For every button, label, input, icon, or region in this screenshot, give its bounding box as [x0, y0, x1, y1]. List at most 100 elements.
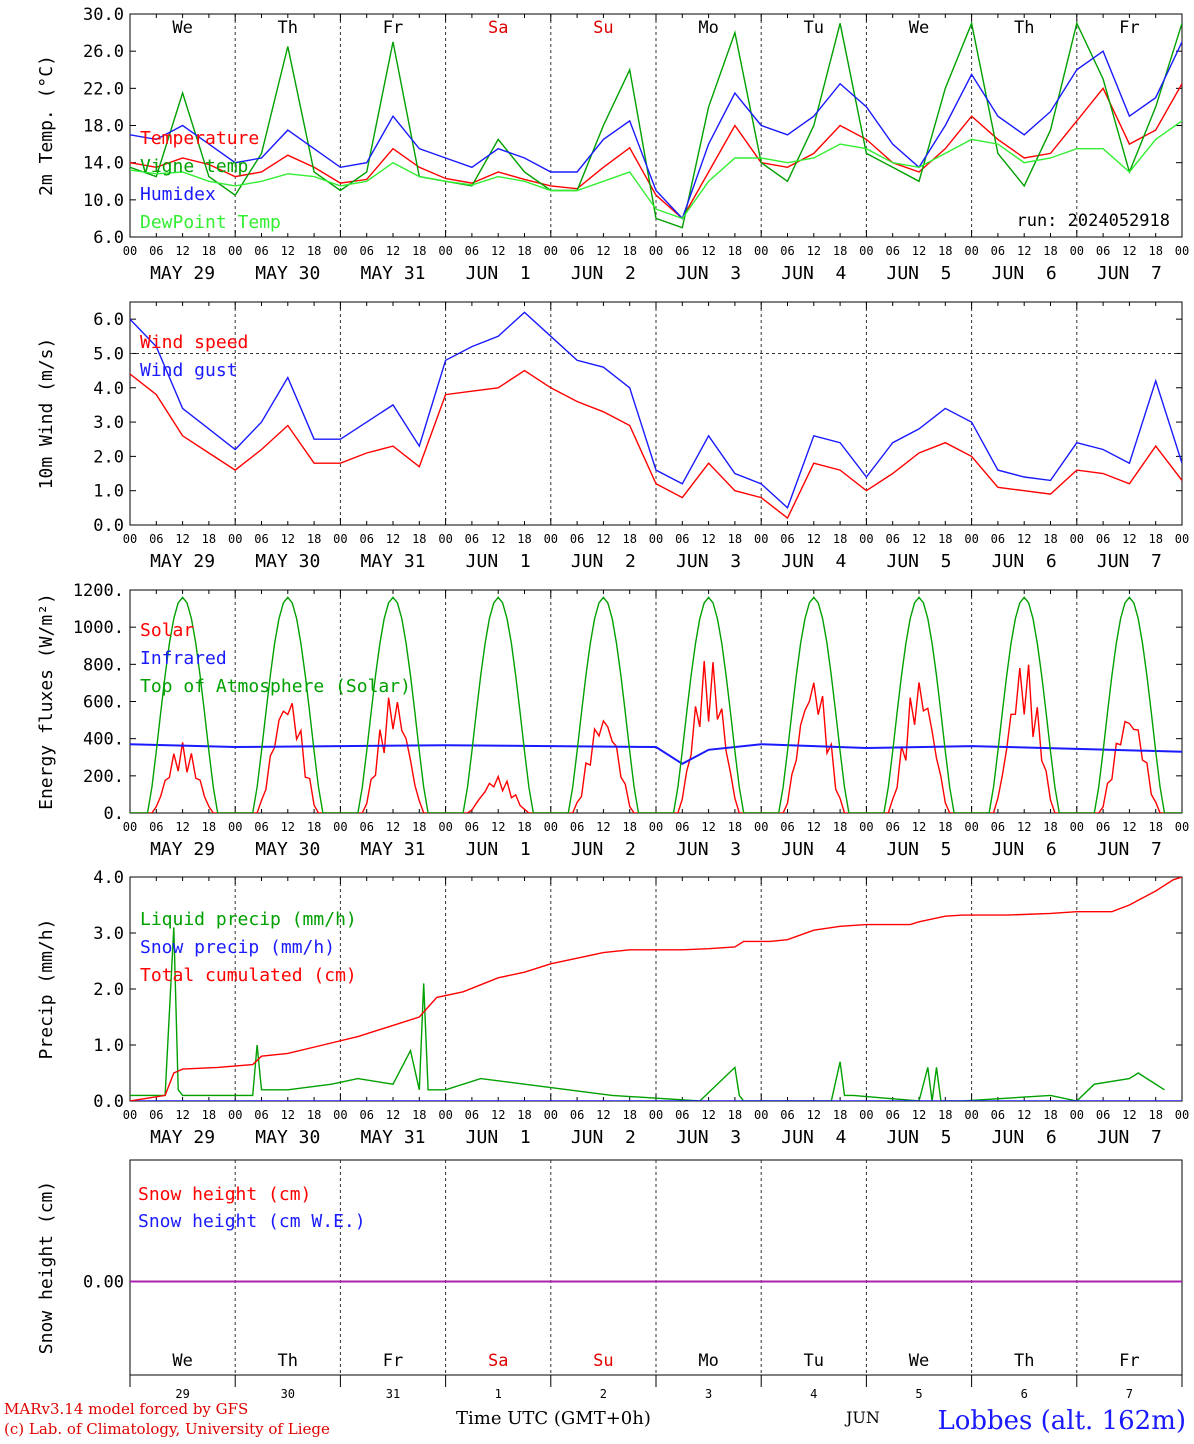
hour-tick-label: 06 — [991, 244, 1005, 258]
hour-tick-label: 12 — [1122, 244, 1136, 258]
hour-tick-label: 00 — [123, 1108, 137, 1122]
y-tick-label: 5.0 — [93, 344, 124, 364]
series-line-liquid-precip-mm-h- — [130, 927, 1165, 1101]
hour-tick-label: 18 — [202, 244, 216, 258]
date-label: JUN 3 — [676, 1127, 741, 1148]
hour-tick-label: 06 — [359, 532, 373, 546]
date-label: JUN 2 — [571, 839, 636, 860]
series-line-wind-speed — [130, 369, 1182, 520]
weekday-label: Sa — [488, 1351, 508, 1371]
hour-tick-label: 06 — [780, 820, 794, 834]
hour-tick-label: 18 — [622, 532, 636, 546]
legend-entry: Snow height (cm) — [138, 1184, 311, 1205]
hour-tick-label: 00 — [228, 244, 242, 258]
series-line-solar — [130, 661, 1182, 813]
y-tick-label: 0.00 — [83, 1273, 124, 1293]
station-name: Lobbes (alt. 162m) — [937, 1406, 1186, 1436]
hour-tick-label: 18 — [202, 1108, 216, 1122]
hour-tick-label: 00 — [754, 244, 768, 258]
y-tick-label: 14.0 — [83, 154, 124, 174]
hour-tick-label: 06 — [780, 244, 794, 258]
hour-tick-label: 18 — [728, 244, 742, 258]
hour-tick-label: 06 — [675, 1108, 689, 1122]
weekday-label: Th — [278, 18, 298, 38]
hour-tick-label: 00 — [438, 1108, 452, 1122]
run-label: run: 2024052918 — [1016, 211, 1170, 231]
hour-tick-label: 00 — [438, 244, 452, 258]
weekday-label: Fr — [383, 1351, 403, 1371]
hour-tick-label: 18 — [622, 820, 636, 834]
y-tick-label: 30.0 — [83, 5, 124, 25]
hour-tick-label: 18 — [412, 244, 426, 258]
hour-tick-label: 12 — [175, 244, 189, 258]
hour-tick-label: 12 — [1017, 244, 1031, 258]
y-tick-label: 1.0 — [93, 482, 124, 502]
legend-entry: Humidex — [140, 184, 216, 205]
hour-tick-label: 12 — [386, 244, 400, 258]
legend-entry: Vigne temp — [140, 156, 248, 177]
weekday-label: Th — [1014, 1351, 1034, 1371]
weekday-label: Mo — [698, 18, 718, 38]
hour-tick-label: 00 — [544, 244, 558, 258]
hour-tick-label: 00 — [333, 820, 347, 834]
legend-entry: Temperature — [140, 128, 259, 149]
legend-entry: Top of Atmosphere (Solar) — [140, 676, 411, 697]
hour-tick-label: 18 — [728, 820, 742, 834]
hour-tick-label: 00 — [544, 1108, 558, 1122]
hour-tick-label: 18 — [938, 532, 952, 546]
hour-tick-label: 06 — [1096, 532, 1110, 546]
date-label: JUN 5 — [886, 551, 951, 572]
y-tick-label: 2.0 — [93, 980, 124, 1000]
date-label: MAY 30 — [255, 839, 320, 860]
hour-tick-label: 00 — [544, 532, 558, 546]
hour-tick-label: 06 — [149, 820, 163, 834]
y-axis-label: 10m Wind (m/s) — [36, 338, 57, 490]
hour-tick-label: 12 — [491, 244, 505, 258]
date-label: JUN 5 — [886, 1127, 951, 1148]
hour-tick-label: 18 — [622, 244, 636, 258]
hour-tick-label: 06 — [675, 532, 689, 546]
weekday-label: Su — [593, 1351, 613, 1371]
hour-tick-label: 06 — [254, 244, 268, 258]
date-label: MAY 29 — [150, 1127, 215, 1148]
hour-tick-label: 06 — [465, 820, 479, 834]
date-label: JUN 1 — [466, 839, 531, 860]
hour-tick-label: 00 — [859, 244, 873, 258]
hour-tick-label: 00 — [333, 244, 347, 258]
hour-tick-label: 18 — [412, 820, 426, 834]
hour-tick-label: 00 — [544, 820, 558, 834]
date-label: JUN 1 — [466, 551, 531, 572]
date-label: JUN 4 — [781, 263, 846, 284]
series-line-vigne-temp — [130, 20, 1182, 229]
weekday-label: Su — [593, 18, 613, 38]
weekday-label: Fr — [1119, 1351, 1139, 1371]
hour-tick-label: 12 — [281, 1108, 295, 1122]
chart-panel-3 — [129, 589, 1183, 814]
date-label: JUN 3 — [676, 551, 741, 572]
hour-tick-label: 12 — [1017, 532, 1031, 546]
y-tick-label: 800. — [83, 655, 124, 675]
date-label: MAY 30 — [255, 551, 320, 572]
y-tick-label: 1000. — [73, 618, 124, 638]
series-line-infrared — [130, 743, 1182, 765]
y-tick-label: 600. — [83, 693, 124, 713]
hour-tick-label: 12 — [596, 244, 610, 258]
y-tick-label: 0.0 — [93, 516, 124, 536]
series-line-total-cumulated-cm- — [130, 877, 1182, 1101]
hour-tick-label: 06 — [675, 820, 689, 834]
hour-tick-label: 00 — [1175, 244, 1189, 258]
hour-tick-label: 12 — [596, 1108, 610, 1122]
y-tick-label: 6.0 — [93, 228, 124, 248]
hour-tick-label: 06 — [1096, 1108, 1110, 1122]
date-label: JUN 2 — [571, 263, 636, 284]
hour-tick-label: 12 — [175, 1108, 189, 1122]
date-label: MAY 31 — [360, 551, 425, 572]
hour-tick-label: 00 — [964, 532, 978, 546]
model-credit: MARv3.14 model forced by GFS — [4, 1400, 249, 1418]
hour-tick-label: 06 — [991, 820, 1005, 834]
weekday-label: Mo — [698, 1351, 718, 1371]
date-label: MAY 30 — [255, 263, 320, 284]
hour-tick-label: 12 — [1122, 532, 1136, 546]
hour-tick-label: 12 — [1017, 820, 1031, 834]
date-label: MAY 31 — [360, 839, 425, 860]
